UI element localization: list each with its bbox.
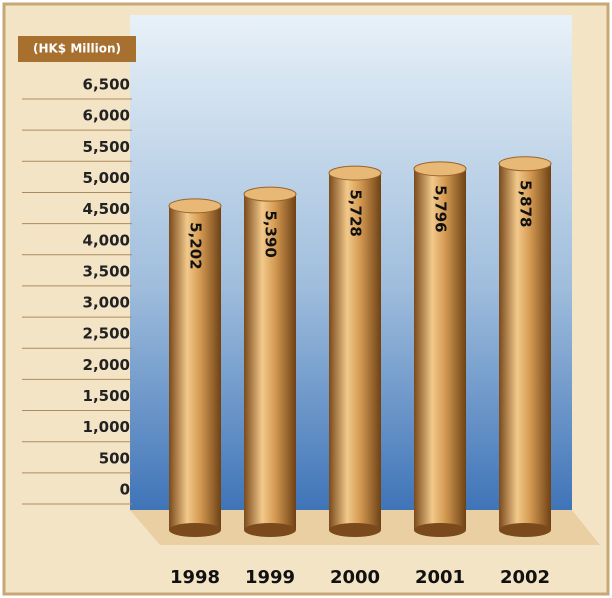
y-tick-label: 1,000	[83, 418, 130, 436]
y-tick-label: 2,000	[83, 356, 130, 374]
x-tick-label: 1998	[170, 567, 220, 588]
x-tick-label: 1999	[245, 567, 295, 588]
bar	[244, 194, 296, 530]
y-tick-label: 4,500	[83, 200, 130, 218]
y-tick-label: 3,000	[83, 294, 130, 312]
bar-base	[169, 523, 221, 537]
x-tick-label: 2002	[500, 567, 550, 588]
bar-top	[243, 186, 297, 202]
y-tick-label: 2,500	[83, 325, 130, 343]
bar-base	[414, 523, 466, 537]
bar	[499, 163, 551, 531]
bar	[329, 173, 381, 530]
x-tick-label: 2000	[330, 567, 380, 588]
y-tick-label: 1,500	[83, 387, 130, 405]
bar-top	[168, 198, 222, 214]
y-tick-label: 6,500	[83, 76, 130, 94]
y-axis-label: (HK$ Million)	[33, 42, 121, 56]
y-label-box	[18, 36, 136, 62]
bar-base	[244, 523, 296, 537]
bar-base	[329, 523, 381, 537]
bar-top	[413, 161, 467, 177]
value-label: 5,202	[187, 222, 205, 269]
value-label: 5,390	[262, 210, 280, 257]
value-label: 5,878	[517, 180, 535, 227]
y-tick-label: 500	[99, 449, 130, 467]
y-tick-label: 5,500	[83, 138, 130, 156]
value-label: 5,728	[347, 189, 365, 236]
y-tick-label: 5,000	[83, 169, 130, 187]
bar-top	[328, 165, 382, 181]
bar-base	[499, 523, 551, 537]
y-tick-label: 3,500	[83, 262, 130, 280]
bar-top	[498, 156, 552, 172]
y-tick-label: 0	[120, 481, 130, 499]
bar	[169, 205, 221, 531]
value-label: 5,796	[432, 185, 450, 232]
y-tick-label: 6,000	[83, 107, 130, 125]
x-tick-label: 2001	[415, 567, 465, 588]
bar	[414, 168, 466, 530]
y-tick-label: 4,000	[83, 231, 130, 249]
